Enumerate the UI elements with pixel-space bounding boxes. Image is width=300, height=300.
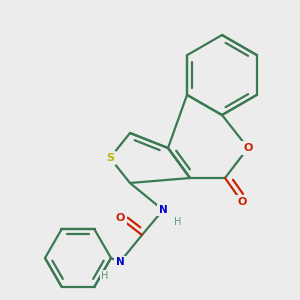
Text: O: O [115, 213, 125, 223]
Text: S: S [106, 153, 114, 163]
Text: N: N [159, 205, 167, 215]
Text: H: H [174, 217, 182, 227]
Text: H: H [101, 271, 109, 281]
Text: O: O [243, 143, 253, 153]
Text: N: N [116, 257, 124, 267]
Text: O: O [237, 197, 247, 207]
